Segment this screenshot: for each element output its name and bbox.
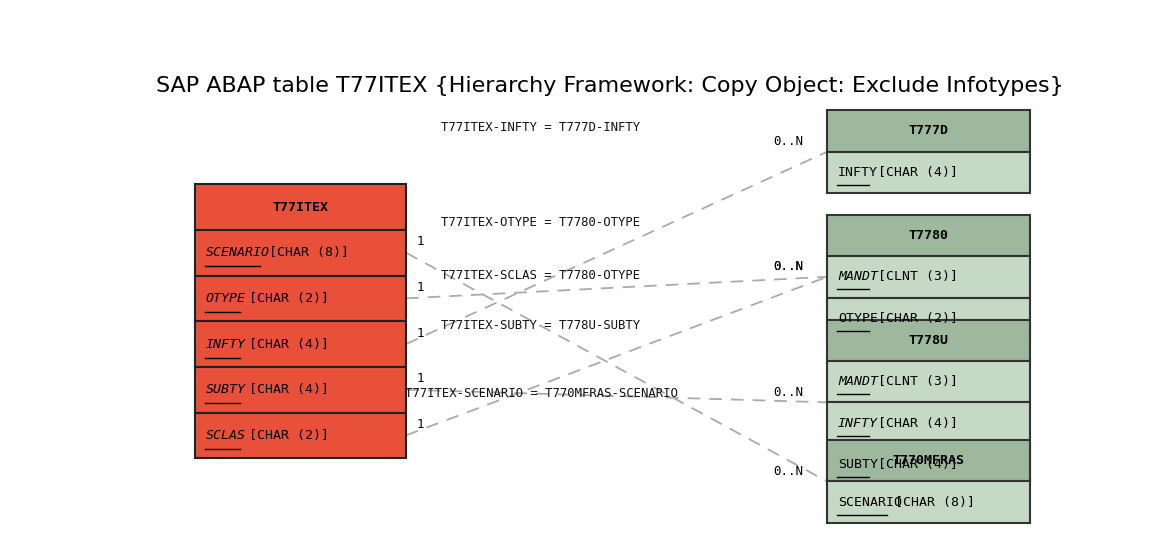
FancyBboxPatch shape xyxy=(827,440,1030,481)
Text: T77ITEX: T77ITEX xyxy=(273,200,329,214)
Text: 0..N: 0..N xyxy=(773,260,803,273)
Text: T77ITEX-SCENARIO = T770MFRAS-SCENARIO: T77ITEX-SCENARIO = T770MFRAS-SCENARIO xyxy=(404,387,678,400)
Text: 0..N: 0..N xyxy=(773,135,803,148)
Text: SUBTY: SUBTY xyxy=(205,383,245,396)
Text: 0..N: 0..N xyxy=(773,465,803,478)
Text: SCENARIO: SCENARIO xyxy=(838,496,902,508)
Text: SCENARIO: SCENARIO xyxy=(205,247,269,259)
Text: 1: 1 xyxy=(417,372,425,385)
Text: 1: 1 xyxy=(417,418,425,431)
FancyBboxPatch shape xyxy=(827,152,1030,193)
Text: [CHAR (8)]: [CHAR (8)] xyxy=(261,247,348,259)
Text: T77ITEX-INFTY = T777D-INFTY: T77ITEX-INFTY = T777D-INFTY xyxy=(441,121,641,133)
Text: [CLNT (3)]: [CLNT (3)] xyxy=(870,375,958,388)
FancyBboxPatch shape xyxy=(827,256,1030,298)
FancyBboxPatch shape xyxy=(827,110,1030,152)
FancyBboxPatch shape xyxy=(827,298,1030,339)
Text: INFTY: INFTY xyxy=(838,166,878,179)
FancyBboxPatch shape xyxy=(827,361,1030,402)
FancyBboxPatch shape xyxy=(195,230,406,276)
Text: MANDT: MANDT xyxy=(838,375,878,388)
Text: T77ITEX-OTYPE = T7780-OTYPE: T77ITEX-OTYPE = T7780-OTYPE xyxy=(441,216,641,229)
Text: [CLNT (3)]: [CLNT (3)] xyxy=(870,270,958,283)
Text: [CHAR (2)]: [CHAR (2)] xyxy=(241,292,329,305)
Text: SUBTY: SUBTY xyxy=(838,458,878,471)
FancyBboxPatch shape xyxy=(195,184,406,230)
Text: [CHAR (2)]: [CHAR (2)] xyxy=(241,429,329,442)
Text: [CHAR (4)]: [CHAR (4)] xyxy=(870,417,958,429)
FancyBboxPatch shape xyxy=(827,481,1030,523)
Text: T770MFRAS: T770MFRAS xyxy=(893,454,965,467)
Text: T77ITEX-SCLAS = T7780-OTYPE: T77ITEX-SCLAS = T7780-OTYPE xyxy=(441,268,641,282)
FancyBboxPatch shape xyxy=(827,320,1030,361)
Text: [CHAR (8)]: [CHAR (8)] xyxy=(887,496,975,508)
Text: SCLAS: SCLAS xyxy=(205,429,245,442)
Text: 0..N: 0..N xyxy=(773,260,803,273)
FancyBboxPatch shape xyxy=(195,367,406,412)
Text: 1: 1 xyxy=(417,327,425,340)
Text: T778U: T778U xyxy=(908,334,949,347)
FancyBboxPatch shape xyxy=(827,444,1030,485)
Text: 0..N: 0..N xyxy=(773,386,803,399)
Text: T77ITEX-SUBTY = T778U-SUBTY: T77ITEX-SUBTY = T778U-SUBTY xyxy=(441,320,641,332)
Text: INFTY: INFTY xyxy=(838,417,878,429)
Text: OTYPE: OTYPE xyxy=(838,312,878,325)
FancyBboxPatch shape xyxy=(195,412,406,458)
Text: SAP ABAP table T77ITEX {Hierarchy Framework: Copy Object: Exclude Infotypes}: SAP ABAP table T77ITEX {Hierarchy Framew… xyxy=(156,76,1063,97)
FancyBboxPatch shape xyxy=(827,215,1030,256)
Text: [CHAR (2)]: [CHAR (2)] xyxy=(870,312,958,325)
Text: INFTY: INFTY xyxy=(205,338,245,350)
Text: T777D: T777D xyxy=(908,125,949,137)
FancyBboxPatch shape xyxy=(195,276,406,321)
Text: [CHAR (4)]: [CHAR (4)] xyxy=(870,458,958,471)
Text: T7780: T7780 xyxy=(908,229,949,242)
Text: 1: 1 xyxy=(417,281,425,294)
Text: OTYPE: OTYPE xyxy=(205,292,245,305)
Text: MANDT: MANDT xyxy=(838,270,878,283)
Text: [CHAR (4)]: [CHAR (4)] xyxy=(241,338,329,350)
FancyBboxPatch shape xyxy=(195,321,406,367)
Text: [CHAR (4)]: [CHAR (4)] xyxy=(870,166,958,179)
Text: 1: 1 xyxy=(417,236,425,249)
FancyBboxPatch shape xyxy=(827,402,1030,444)
Text: [CHAR (4)]: [CHAR (4)] xyxy=(241,383,329,396)
